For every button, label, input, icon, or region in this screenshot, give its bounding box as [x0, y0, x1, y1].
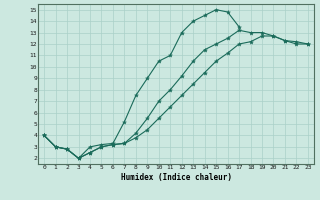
- X-axis label: Humidex (Indice chaleur): Humidex (Indice chaleur): [121, 173, 231, 182]
